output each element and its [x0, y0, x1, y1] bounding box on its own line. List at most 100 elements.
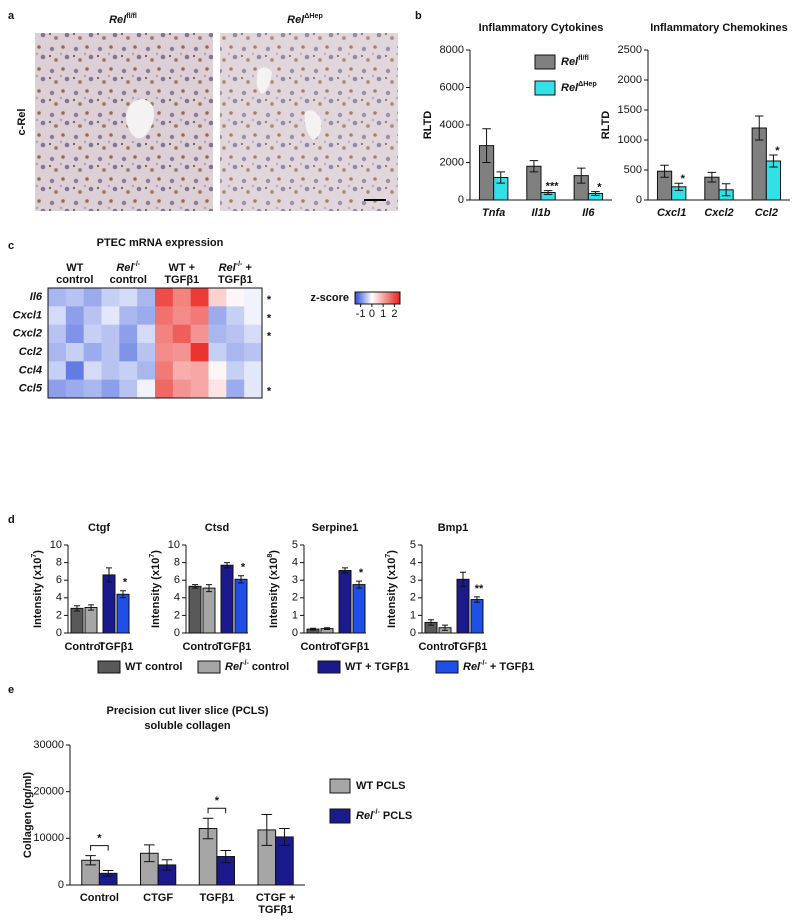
heatmap-cell [65, 361, 84, 380]
significance-label: * [267, 294, 272, 306]
text-run: 7 [30, 554, 38, 558]
legend-swatch [97, 660, 121, 674]
y-tick-label: 1000 [618, 134, 642, 146]
error-bar [192, 584, 198, 589]
heatmap-cell [190, 306, 209, 325]
significance-label: * [681, 173, 686, 185]
significance-bracket [207, 807, 227, 814]
text-run: -/- [133, 260, 140, 268]
legend-label: RelΔHep [561, 80, 597, 94]
text-run: 8 [266, 554, 274, 558]
x-tick-label: Control [418, 641, 457, 653]
colorbar-border [354, 291, 401, 305]
colorbar-step [376, 292, 378, 304]
legend-swatch [534, 80, 556, 96]
group-label: TGFβ1 [218, 274, 253, 286]
y-tick-label: 3 [292, 574, 298, 586]
heatmap-cell [226, 306, 245, 325]
y-tick-label: 20000 [33, 786, 64, 798]
bar [220, 564, 234, 634]
x-tick-label: Il6 [582, 207, 595, 219]
text-run: Rel [116, 262, 134, 274]
y-tick-label: 5 [410, 539, 416, 551]
bar [338, 570, 352, 634]
significance-label: * [123, 577, 128, 589]
legend-swatch [317, 660, 341, 674]
heatmap-cell [48, 361, 67, 380]
significance-bracket [90, 845, 109, 851]
error-bar [202, 817, 214, 840]
y-axis-label: Intensity (x107) [148, 550, 162, 628]
y-tick-label: 1 [292, 609, 298, 621]
error-bar [591, 191, 600, 196]
heatmap-cell [48, 379, 67, 399]
colorbar-step [373, 292, 375, 304]
significance-label: * [241, 562, 246, 574]
legend-label: Rel-/- PCLS [356, 808, 412, 822]
chart-title: Inflammatory Cytokines [479, 22, 604, 34]
heatmap-cell [48, 343, 67, 362]
colorbar-label: z-score [310, 292, 349, 304]
y-axis-label: Collagen (pg/ml) [22, 772, 34, 859]
heatmap-cell [226, 324, 245, 344]
colorbar-step [356, 292, 358, 304]
heatmap-cell [226, 288, 245, 307]
colorbar-step [355, 292, 357, 304]
heatmap-cell [101, 306, 120, 325]
error-bar [721, 183, 731, 197]
colorbar-step [389, 292, 392, 304]
heatmap-cell [101, 288, 120, 307]
text-run: Intensity (x10 [32, 558, 44, 628]
heatmap-cell [137, 379, 156, 399]
y-tick-label: 2500 [618, 44, 642, 56]
heatmap-cell [244, 288, 263, 307]
chart-title: Inflammatory Chemokines [650, 22, 788, 34]
error-bar [769, 154, 778, 168]
heatmap-cell [244, 361, 263, 380]
significance-label: * [267, 312, 272, 324]
bar [84, 606, 98, 634]
heatmap-cell [190, 343, 209, 362]
text-run: Intensity (x10 [268, 558, 280, 628]
heatmap-cell [172, 288, 191, 307]
x-tick-label: Control [300, 641, 339, 653]
text-run: ) [150, 550, 162, 554]
x-tick-label: Ccl2 [755, 207, 778, 219]
panel-a-images [35, 33, 398, 211]
colorbar-step [397, 292, 400, 304]
text-run: Rel [109, 14, 127, 26]
heatmap-cell [244, 379, 263, 399]
colorbar-step [383, 292, 385, 304]
chart-title: Serpine1 [312, 522, 358, 534]
error-bar [674, 182, 684, 191]
heatmap-cell [83, 343, 102, 362]
y-tick-label: 10 [168, 539, 180, 551]
x-tick-label: Il1b [532, 207, 551, 219]
text-run: Rel [561, 56, 579, 68]
heatmap-cell [83, 324, 102, 344]
y-tick-label: 1500 [618, 104, 642, 116]
heatmap-cell [119, 288, 138, 307]
error-bar [428, 619, 434, 626]
bar [70, 607, 84, 634]
significance-label: * [215, 795, 220, 807]
y-tick-label: 4000 [440, 119, 464, 131]
heatmap-cell [83, 361, 102, 380]
error-bar [161, 859, 173, 871]
heatmap-cell [65, 379, 84, 399]
text-run: Rel [356, 810, 374, 822]
heatmap-cell [101, 324, 120, 344]
y-axis-label: RLTD [422, 111, 434, 140]
error-bar [102, 870, 114, 877]
bar [352, 584, 366, 634]
heatmap-cell [208, 361, 227, 380]
text-run: 7 [148, 554, 156, 558]
x-tick-label: TGFβ1 [217, 641, 252, 653]
y-tick-label: 8000 [440, 44, 464, 56]
heatmap-cell [155, 288, 174, 307]
error-bar [220, 849, 231, 864]
y-tick-label: 10000 [33, 832, 64, 844]
text-run: -/- [373, 808, 380, 816]
row-label: c-Rel [16, 109, 28, 136]
